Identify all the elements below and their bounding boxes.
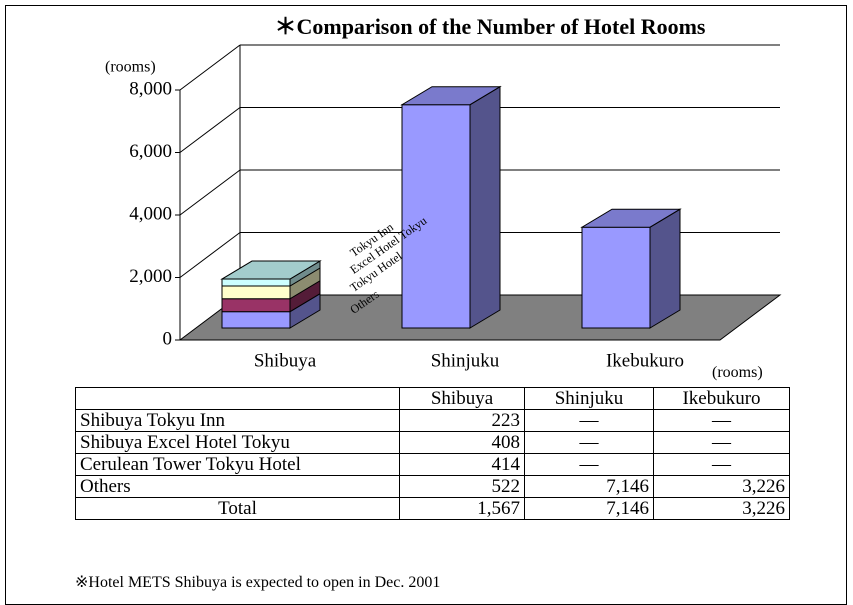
cell: — <box>524 409 654 432</box>
bar-top <box>580 208 682 228</box>
bar-front <box>581 226 651 329</box>
cell: — <box>524 431 654 454</box>
cell: 414 <box>399 453 525 476</box>
header-row: Shibuya Shinjuku Ikebukuro <box>75 387 790 410</box>
table-row: Shibuya Excel Hotel Tokyu 408— — <box>75 431 790 454</box>
col-header: Ikebukuro <box>653 387 790 410</box>
y-tick-label: 8,000 <box>129 78 172 99</box>
row-label: Shibuya Tokyu Inn <box>75 409 400 432</box>
y-unit: (rooms) <box>105 59 156 76</box>
x-tick-label: Shinjuku <box>431 350 500 371</box>
bar-side <box>649 208 681 329</box>
chart: ＊Comparison of the Number of Hotel Rooms… <box>105 14 782 371</box>
row-label: Cerulean Tower Tokyu Hotel <box>75 453 400 476</box>
table-unit: (rooms) <box>712 364 763 381</box>
bar-segment <box>400 85 502 329</box>
grid-line <box>179 232 241 278</box>
bar-front <box>221 298 291 313</box>
cell: 1,567 <box>399 497 525 520</box>
bar-front <box>221 285 291 300</box>
bar-top <box>220 260 322 280</box>
col-header: Shinjuku <box>524 387 654 410</box>
y-tick-label: 0 <box>163 328 173 349</box>
bar-side <box>469 85 501 329</box>
cell: — <box>524 453 654 476</box>
x-tick-label: Ikebukuro <box>606 350 684 371</box>
bar-top <box>400 86 502 106</box>
bar-segment <box>580 208 682 329</box>
grid-line <box>179 44 241 91</box>
row-label: Others <box>75 475 400 498</box>
cell: 7,146 <box>524 497 654 520</box>
bar-front <box>221 278 291 287</box>
table-row: Others 522 7,146 3,226 <box>75 475 790 498</box>
cell: 522 <box>399 475 525 498</box>
table-row: Cerulean Tower Tokyu Hotel 414— — <box>75 453 790 476</box>
table: Shibuya Shinjuku Ikebukuro Shibuya Tokyu… <box>75 387 790 520</box>
chart-title: ＊Comparison of the Number of Hotel Rooms <box>274 14 705 39</box>
x-tick-label: Shibuya <box>254 350 317 371</box>
cell: 223 <box>399 409 525 432</box>
cell: 7,146 <box>524 475 654 498</box>
y-tick-label: 6,000 <box>129 141 172 162</box>
y-tick-label: 2,000 <box>129 266 172 287</box>
cell: 3,226 <box>653 497 790 520</box>
cell: — <box>653 453 790 476</box>
grid-line <box>179 169 241 216</box>
cell: — <box>653 409 790 432</box>
row-label: Total <box>75 497 400 520</box>
corner-cell <box>75 387 400 410</box>
row-label: Shibuya Excel Hotel Tokyu <box>75 431 400 454</box>
bar-front <box>221 311 291 329</box>
table-row: Total 1,567 7,146 3,226 <box>75 497 790 520</box>
col-header: Shibuya <box>399 387 525 410</box>
grid-line <box>179 107 241 153</box>
note: ※Hotel METS Shibuya is expected to open … <box>75 574 441 591</box>
cell: 3,226 <box>653 475 790 498</box>
y-tick-label: 4,000 <box>129 203 172 224</box>
bar-segment <box>220 260 322 287</box>
cell: — <box>653 431 790 454</box>
bar-front <box>401 104 471 329</box>
cell: 408 <box>399 431 525 454</box>
table-row: Shibuya Tokyu Inn 223— — <box>75 409 790 432</box>
